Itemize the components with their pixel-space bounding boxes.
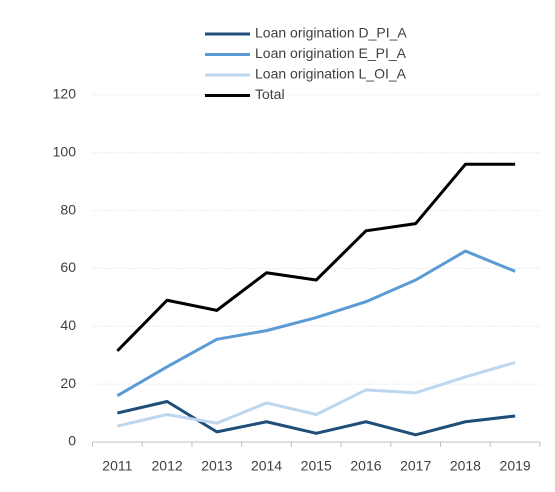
x-tick-label: 2015: [301, 458, 332, 474]
x-tick-label: 2011: [102, 458, 132, 474]
legend-label: Loan origination D_PI_A: [255, 25, 407, 41]
legend-label: Total: [255, 86, 285, 102]
x-tick-label: 2013: [201, 458, 232, 474]
series-line: [117, 361, 516, 428]
series-line: [116, 249, 516, 398]
y-tick-label: 80: [60, 201, 76, 217]
y-tick-label: 60: [60, 259, 76, 275]
legend-label: Loan origination E_PI_A: [255, 45, 407, 61]
series-line: [116, 162, 516, 352]
x-tick-label: 2017: [400, 458, 431, 474]
y-tick-label: 100: [53, 143, 77, 159]
x-tick-label: 2012: [152, 458, 183, 474]
y-tick-label: 0: [68, 433, 76, 449]
series-line: [117, 400, 516, 437]
x-tick-label: 2016: [350, 458, 381, 474]
x-tick-label: 2019: [500, 458, 531, 474]
legend-label: Loan origination L_OI_A: [255, 66, 407, 82]
x-tick-label: 2018: [450, 458, 481, 474]
y-tick-label: 40: [60, 317, 76, 333]
y-tick-label: 120: [53, 86, 77, 102]
y-tick-label: 20: [60, 375, 76, 391]
x-tick-label: 2014: [251, 458, 282, 474]
